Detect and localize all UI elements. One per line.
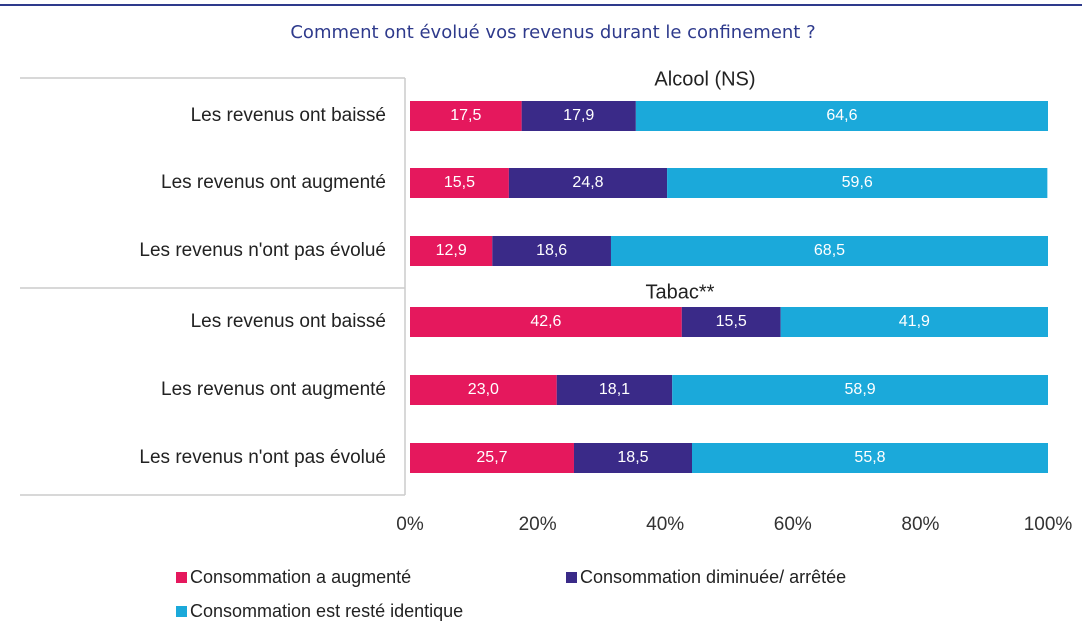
bar-segment: [410, 236, 493, 266]
value-label: 55,8: [854, 449, 885, 466]
value-label: 15,5: [444, 174, 475, 191]
bar-segment: [672, 375, 1048, 405]
legend-swatch: [176, 572, 187, 583]
value-label: 25,7: [476, 449, 507, 466]
value-label: 17,5: [450, 107, 481, 124]
x-tick-label: 60%: [774, 514, 812, 535]
value-label: 17,9: [563, 107, 594, 124]
value-label: 58,9: [845, 381, 876, 398]
value-label: 12,9: [436, 242, 467, 259]
bar-segment: [556, 375, 673, 405]
value-label: 59,6: [842, 174, 873, 191]
bar-segment: [573, 443, 692, 473]
bar-segment: [410, 101, 522, 131]
x-tick-label: 40%: [646, 514, 684, 535]
legend-swatch: [566, 572, 577, 583]
bar-segment: [521, 101, 636, 131]
legend-label: Consommation est resté identique: [190, 601, 463, 621]
bar-segment: [667, 168, 1048, 198]
bar-segment: [410, 168, 509, 198]
bar-segment: [410, 307, 682, 337]
bar-segment: [492, 236, 611, 266]
bar-segment: [508, 168, 668, 198]
value-label: 18,1: [599, 381, 630, 398]
group-label: Tabac**: [646, 281, 715, 303]
value-label: 24,8: [572, 174, 603, 191]
bar-segment: [410, 443, 574, 473]
panel-frame: [20, 77, 406, 496]
category-label: Les revenus n'ont pas évolué: [139, 447, 386, 468]
legend-label: Consommation diminuée/ arrêtée: [580, 567, 846, 587]
bar-segment: [610, 236, 1048, 266]
value-label: 23,0: [468, 381, 499, 398]
x-tick-label: 80%: [901, 514, 939, 535]
bar-segment: [681, 307, 781, 337]
value-label: 15,5: [716, 313, 747, 330]
value-label: 41,9: [899, 313, 930, 330]
bar-segment: [410, 375, 557, 405]
bar-segment: [635, 101, 1048, 131]
x-tick-label: 100%: [1024, 514, 1073, 535]
category-label: Les revenus ont baissé: [191, 105, 386, 126]
bar-segment: [691, 443, 1048, 473]
group-label: Alcool (NS): [654, 68, 755, 90]
value-label: 18,5: [617, 449, 648, 466]
category-label: Les revenus ont augmenté: [161, 172, 386, 193]
x-tick-label: 0%: [396, 514, 424, 535]
category-label: Les revenus ont baissé: [191, 311, 386, 332]
value-label: 68,5: [814, 242, 845, 259]
value-label: 64,6: [826, 107, 857, 124]
legend-swatch: [176, 606, 187, 617]
legend-label: Consommation a augmenté: [190, 567, 411, 587]
value-label: 42,6: [530, 313, 561, 330]
value-label: 18,6: [536, 242, 567, 259]
category-label: Les revenus n'ont pas évolué: [139, 240, 386, 261]
category-label: Les revenus ont augmenté: [161, 379, 386, 400]
bar-segment: [780, 307, 1048, 337]
chart-title: Comment ont évolué vos revenus durant le…: [290, 22, 815, 43]
x-tick-label: 20%: [519, 514, 557, 535]
